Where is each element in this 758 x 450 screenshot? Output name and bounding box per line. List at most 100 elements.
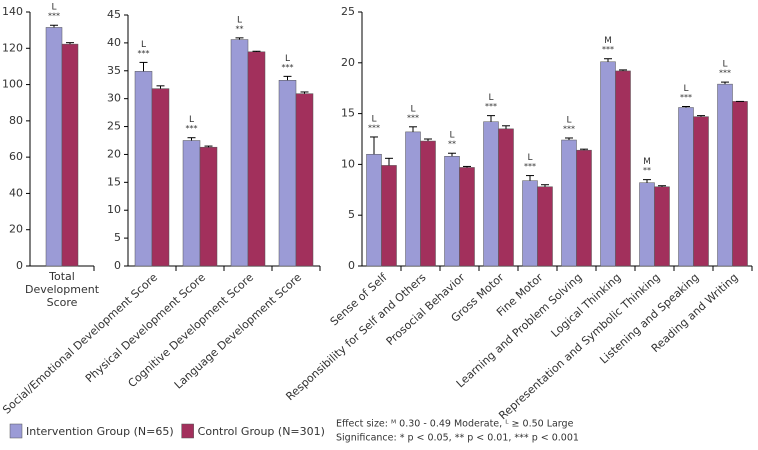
- y-tick-label: 30: [107, 92, 121, 105]
- error-bar: [604, 58, 612, 62]
- error-bar: [66, 42, 74, 45]
- bar: [498, 128, 514, 267]
- bar: [600, 61, 616, 267]
- significance: **: [448, 140, 456, 149]
- error-bar: [463, 165, 471, 168]
- bar: [537, 186, 553, 267]
- error-bar: [235, 37, 244, 40]
- error-bar: [619, 69, 627, 71]
- bar: [381, 165, 397, 267]
- y-tick-label: 10: [341, 157, 355, 170]
- error-bar: [370, 136, 378, 155]
- error-bar: [283, 75, 292, 81]
- bar: [444, 156, 460, 267]
- significance: ***: [407, 113, 419, 122]
- significance: ***: [602, 45, 614, 54]
- bar: [483, 121, 499, 267]
- bar: [295, 93, 314, 267]
- error-bar: [487, 115, 495, 122]
- bar: [182, 140, 201, 267]
- significance: ***: [48, 12, 60, 21]
- error-bar: [50, 24, 58, 28]
- y-tick-label: 40: [107, 36, 121, 49]
- y-tick-label: 0: [348, 259, 355, 272]
- bar: [199, 146, 218, 267]
- effect-size: L: [449, 131, 454, 141]
- bar: [732, 101, 748, 267]
- significance: ***: [719, 69, 731, 78]
- significance: ***: [563, 124, 575, 133]
- effect-size: L: [410, 104, 415, 114]
- y-tick-label: 80: [9, 114, 23, 127]
- error-bar: [448, 152, 456, 157]
- effect-size: L: [237, 15, 242, 25]
- significance: ***: [524, 162, 536, 171]
- error-bar: [139, 61, 148, 72]
- y-tick-label: 0: [114, 259, 121, 272]
- y-tick-label: 45: [107, 8, 121, 21]
- significance: ***: [368, 123, 380, 132]
- bar: [459, 167, 475, 267]
- effect-size: L: [683, 84, 688, 94]
- significance: ***: [138, 49, 150, 58]
- effect-size: L: [51, 3, 56, 13]
- effect-size: L: [566, 115, 571, 125]
- bar: [561, 139, 577, 267]
- effect-size: M: [604, 36, 612, 46]
- effect-size: L: [488, 93, 493, 103]
- bar: [678, 107, 694, 267]
- error-bar: [300, 91, 309, 94]
- legend-swatch: [181, 423, 194, 439]
- bar: [151, 88, 170, 267]
- bar: [134, 71, 153, 267]
- error-bar: [580, 148, 588, 151]
- effect-note: Effect size: ᴹ 0.30 - 0.49 Moderate, ᴸ ≥…: [336, 419, 574, 430]
- error-bar: [409, 126, 417, 132]
- effect-size: M: [643, 157, 651, 167]
- error-bar: [658, 185, 666, 187]
- bar: [639, 182, 655, 267]
- bar: [366, 153, 382, 267]
- bar: [405, 131, 421, 267]
- error-bar: [643, 179, 651, 183]
- error-bar: [682, 105, 690, 108]
- error-bar: [541, 184, 549, 187]
- y-tick-label: 20: [9, 223, 23, 236]
- y-tick-label: 25: [107, 120, 121, 133]
- effect-size: L: [285, 54, 290, 64]
- bar: [654, 186, 670, 267]
- x-tick-label: Responsibility for Self and Others: [283, 271, 428, 404]
- significance: ***: [680, 93, 692, 102]
- error-bar: [156, 85, 165, 89]
- error-bar: [187, 137, 196, 141]
- y-tick-label: 0: [16, 259, 23, 272]
- significance: **: [643, 166, 651, 175]
- bar: [61, 43, 79, 267]
- bar: [615, 70, 631, 267]
- y-tick-label: 10: [107, 203, 121, 216]
- y-tick-label: 20: [107, 147, 121, 160]
- error-bar: [204, 145, 213, 148]
- bar: [522, 180, 538, 267]
- effect-size: L: [189, 115, 194, 125]
- significance: ***: [186, 124, 198, 133]
- bar: [717, 83, 733, 267]
- legend-label: Control Group (N=301): [198, 425, 325, 438]
- y-tick-label: 5: [114, 231, 121, 244]
- significance: **: [236, 24, 244, 33]
- x-tick-label: Total Development Score: [24, 270, 100, 309]
- error-bar: [697, 115, 705, 117]
- y-tick-label: 100: [2, 78, 23, 91]
- y-tick-label: 15: [341, 107, 355, 120]
- bar: [576, 149, 592, 267]
- bar: [45, 27, 63, 267]
- y-tick-label: 25: [341, 5, 355, 18]
- x-tick-label: Logical Thinking: [549, 271, 624, 340]
- bar: [230, 39, 249, 267]
- effect-size: L: [141, 40, 146, 50]
- error-bar: [424, 138, 432, 142]
- x-label-box: Total Development Score: [24, 270, 100, 309]
- legend-swatch: [9, 423, 23, 439]
- error-bar: [252, 50, 261, 52]
